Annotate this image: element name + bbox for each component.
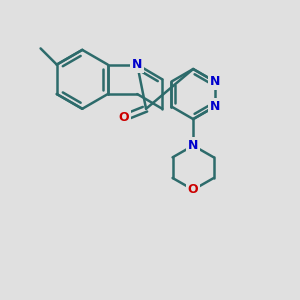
Text: N: N (210, 75, 220, 88)
Text: N: N (132, 58, 142, 71)
Text: N: N (210, 100, 220, 113)
Text: N: N (188, 139, 198, 152)
Text: O: O (119, 111, 129, 124)
Text: O: O (188, 183, 199, 196)
